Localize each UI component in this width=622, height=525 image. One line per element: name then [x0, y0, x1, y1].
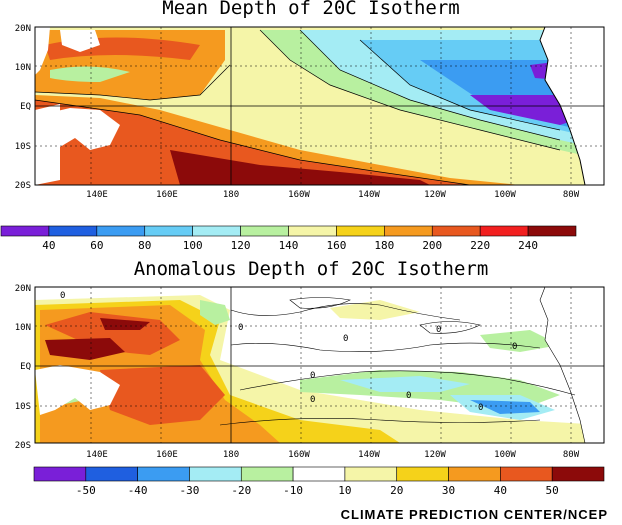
contour-label: 0 [478, 403, 483, 413]
lon-label-100w: 100W [494, 190, 516, 200]
lon-label-140e: 140E [86, 450, 108, 460]
footer-credit: CLIMATE PREDICTION CENTER/NCEP [340, 507, 608, 522]
lon-label-160e: 160E [156, 190, 178, 200]
colorbar-tick-label: -30 [180, 484, 200, 497]
colorbar-swatch [551, 466, 605, 482]
colorbar-swatch [240, 466, 294, 482]
colorbar-tick-label: 10 [338, 484, 351, 497]
contour-label: 0 [310, 371, 315, 381]
lat-label-10n: 10N [15, 323, 31, 333]
mean-depth-title: Mean Depth of 20C Isotherm [162, 0, 460, 19]
lat-label-eq: EQ [20, 362, 31, 372]
colorbar-swatch [336, 225, 385, 237]
colorbar-swatch [448, 466, 501, 482]
colorbar-tick-label: 40 [42, 239, 55, 252]
anomaly-depth-colorbar: -50 -40 -30 -20 -10 10 20 30 40 50 [33, 466, 605, 497]
lon-label-80w: 80W [563, 190, 580, 200]
lon-label-120w: 120W [424, 450, 446, 460]
contour-label: 0 [436, 325, 441, 335]
lon-label-120w: 120W [424, 190, 446, 200]
lon-label-160e: 160E [156, 450, 178, 460]
colorbar-tick-label: -40 [128, 484, 148, 497]
contour-label: 0 [343, 334, 348, 344]
lat-label-20n: 20N [15, 284, 31, 294]
colorbar-swatch [96, 225, 146, 237]
anomaly-depth-title: Anomalous Depth of 20C Isotherm [133, 258, 489, 280]
lat-label-20s: 20S [15, 441, 31, 451]
contour-label: 0 [406, 391, 411, 401]
anomaly-depth-map: 0 0 0 0 0 0 0 0 0 20N 10N EQ 10S 20S 140… [15, 284, 605, 460]
colorbar-swatch [527, 225, 577, 237]
lon-label-140w: 140W [358, 450, 380, 460]
contour-label: 0 [310, 395, 315, 405]
lat-label-20s: 20S [15, 181, 31, 191]
colorbar-swatch [137, 466, 190, 482]
lon-label-100w: 100W [494, 450, 516, 460]
lat-label-eq: EQ [20, 102, 31, 112]
colorbar-swatch [431, 225, 481, 237]
colorbar-swatch [33, 466, 87, 482]
colorbar-swatch [144, 225, 193, 237]
colorbar-swatch [479, 225, 529, 237]
lat-label-10n: 10N [15, 63, 31, 73]
colorbar-tick-label: 200 [422, 239, 442, 252]
colorbar-tick-label: -20 [231, 484, 251, 497]
colorbar-tick-label: 160 [326, 239, 346, 252]
colorbar-tick-label: 60 [90, 239, 103, 252]
mean-depth-map: 20N 10N EQ 10S 20S 140E 160E 180 160W 14… [15, 24, 605, 200]
mean-depth-colorbar: 40 60 80 100 120 140 160 180 200 220 240 [0, 225, 577, 252]
colorbar-swatch [288, 225, 337, 237]
lon-label-160w: 160W [288, 450, 310, 460]
lat-label-10s: 10S [15, 142, 31, 152]
colorbar-swatch [384, 225, 433, 237]
lon-label-140e: 140E [86, 190, 108, 200]
lat-label-20n: 20N [15, 24, 31, 34]
colorbar-tick-label: 220 [470, 239, 490, 252]
contour-label: 0 [238, 323, 243, 333]
colorbar-tick-label: 180 [374, 239, 394, 252]
lon-label-160w: 160W [288, 190, 310, 200]
colorbar-tick-label: 20 [390, 484, 403, 497]
colorbar-swatch [48, 225, 98, 237]
lon-label-80w: 80W [563, 450, 580, 460]
colorbar-swatch [396, 466, 449, 482]
colorbar-tick-label: -10 [283, 484, 303, 497]
colorbar-tick-label: 30 [442, 484, 455, 497]
colorbar-tick-label: 140 [279, 239, 299, 252]
lat-label-10s: 10S [15, 402, 31, 412]
colorbar-tick-label: 240 [518, 239, 538, 252]
colorbar-swatch [0, 225, 50, 237]
colorbar-tick-label: 40 [494, 484, 507, 497]
lon-label-180: 180 [223, 190, 239, 200]
lon-label-180: 180 [223, 450, 239, 460]
colorbar-swatch [85, 466, 138, 482]
colorbar-swatch [192, 225, 241, 237]
colorbar-swatch [292, 466, 346, 482]
colorbar-swatch [344, 466, 398, 482]
colorbar-tick-label: 50 [546, 484, 559, 497]
contour-label: 0 [60, 291, 65, 301]
colorbar-tick-label: -50 [76, 484, 96, 497]
colorbar-tick-label: 80 [138, 239, 151, 252]
lon-label-140w: 140W [358, 190, 380, 200]
contour-label: 0 [512, 342, 517, 352]
colorbar-swatch [240, 225, 289, 237]
colorbar-swatch [189, 466, 242, 482]
colorbar-tick-label: 100 [183, 239, 203, 252]
colorbar-swatch [500, 466, 553, 482]
colorbar-tick-label: 120 [231, 239, 251, 252]
